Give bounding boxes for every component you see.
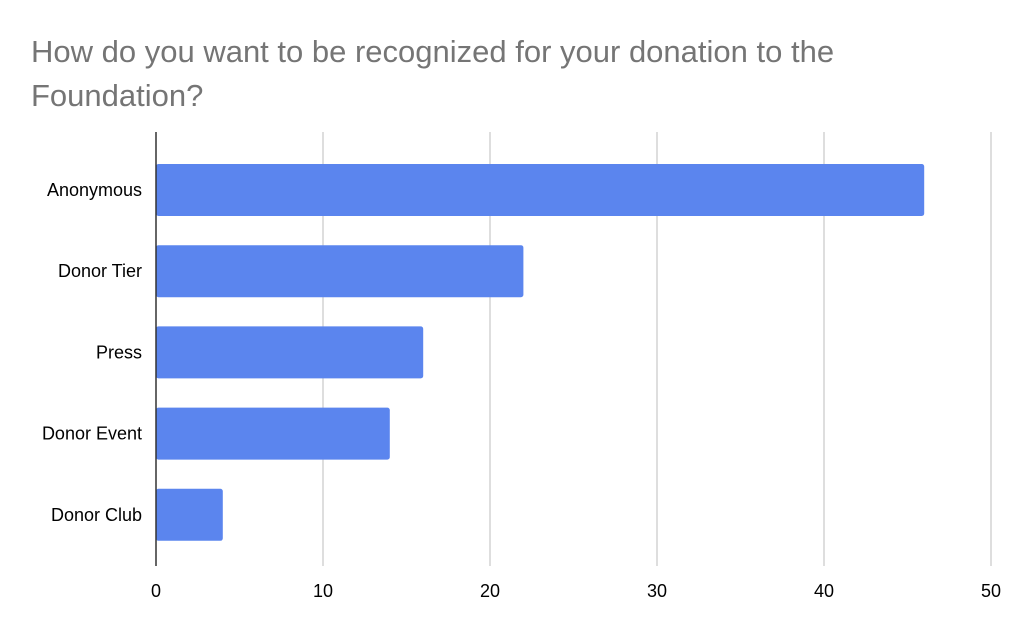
bar-donor-club — [156, 488, 223, 541]
category-label-donor-event: Donor Event — [42, 424, 142, 444]
bar-donor-event — [156, 407, 390, 460]
x-tick-label-40: 40 — [814, 581, 834, 601]
x-tick-label-30: 30 — [647, 581, 667, 601]
category-labels: Anonymous Donor Tier Press Donor Event Donor… — [42, 180, 142, 525]
x-tick-label-50: 50 — [981, 581, 1001, 601]
bar-press — [156, 326, 424, 379]
x-tick-label-0: 0 — [151, 581, 161, 601]
chart-title-line-1: How do you want to be recognized for you… — [31, 34, 834, 69]
x-tick-label-10: 10 — [313, 581, 333, 601]
category-label-donor-club: Donor Club — [51, 505, 142, 525]
bars — [156, 164, 925, 541]
category-label-anonymous: Anonymous — [47, 180, 142, 200]
x-tick-labels: 0 10 20 30 40 50 — [151, 581, 1001, 601]
bar-donor-tier — [156, 245, 524, 298]
chart-title-line-2: Foundation? — [31, 78, 203, 113]
category-label-press: Press — [96, 342, 142, 362]
bar-anonymous — [156, 164, 925, 216]
category-label-donor-tier: Donor Tier — [58, 261, 142, 281]
chart-title: How do you want to be recognized for you… — [31, 34, 834, 113]
x-tick-label-20: 20 — [480, 581, 500, 601]
